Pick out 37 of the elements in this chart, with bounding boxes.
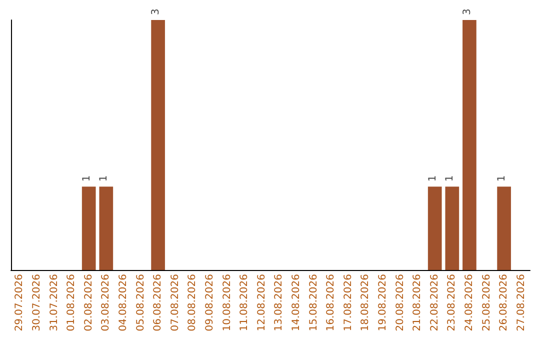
data-label: 3: [462, 8, 473, 15]
x-tick-label: 04.08.2026: [118, 274, 129, 332]
x-tick-label: 14.08.2026: [290, 274, 302, 332]
x-tick-label: 09.08.2026: [204, 274, 216, 332]
x-tick-label: 24.08.2026: [464, 274, 475, 332]
x-tick-label: 16.08.2026: [326, 274, 337, 332]
x-tick-label: 20.08.2026: [394, 274, 406, 332]
x-tick-label: 12.08.2026: [256, 274, 268, 332]
data-label: 3: [150, 8, 162, 15]
data-label: 1: [81, 175, 92, 182]
x-tick-label: 21.08.2026: [412, 274, 424, 332]
x-tick-label: 25.08.2026: [481, 274, 492, 332]
x-tick-label: 05.08.2026: [135, 274, 146, 332]
x-tick-label: 22.08.2026: [429, 274, 440, 332]
x-tick-label: 30.07.2026: [31, 274, 42, 332]
x-tick-label: 13.08.2026: [274, 274, 285, 332]
x-tick-label: 11.08.2026: [239, 274, 250, 332]
x-tick-label: 08.08.2026: [187, 274, 198, 332]
x-tick-label: 31.07.2026: [48, 274, 60, 332]
x-tick-label: 27.08.2026: [516, 274, 527, 332]
x-tick-label: 03.08.2026: [100, 274, 112, 332]
data-label: 1: [427, 175, 438, 182]
data-label: 1: [98, 175, 110, 182]
x-tick-label: 01.08.2026: [66, 274, 78, 332]
x-tick-label: 06.08.2026: [152, 274, 164, 332]
x-tick-label: 07.08.2026: [170, 274, 181, 332]
x-tick-label: 29.07.2026: [14, 274, 26, 332]
data-label: 1: [444, 175, 456, 182]
data-label: 1: [496, 175, 508, 182]
x-tick-label: 17.08.2026: [342, 274, 354, 332]
x-tick-label: 10.08.2026: [222, 274, 233, 332]
x-tick-label: 23.08.2026: [446, 274, 458, 332]
x-tick-label: 02.08.2026: [83, 274, 94, 332]
x-tick-label: 26.08.2026: [498, 274, 510, 332]
x-tick-label: 15.08.2026: [308, 274, 320, 332]
x-tick-label: 18.08.2026: [360, 274, 372, 332]
x-tick-label: 19.08.2026: [377, 274, 388, 332]
